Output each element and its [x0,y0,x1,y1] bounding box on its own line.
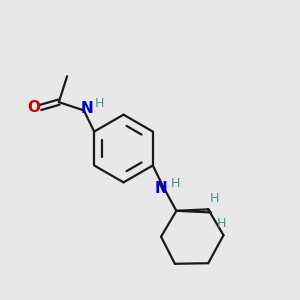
Text: H: H [171,177,180,190]
Text: H: H [210,192,219,205]
Text: N: N [80,100,93,116]
Text: H: H [94,98,104,110]
Text: O: O [28,100,40,115]
Text: H: H [217,217,226,230]
Text: N: N [154,181,167,196]
